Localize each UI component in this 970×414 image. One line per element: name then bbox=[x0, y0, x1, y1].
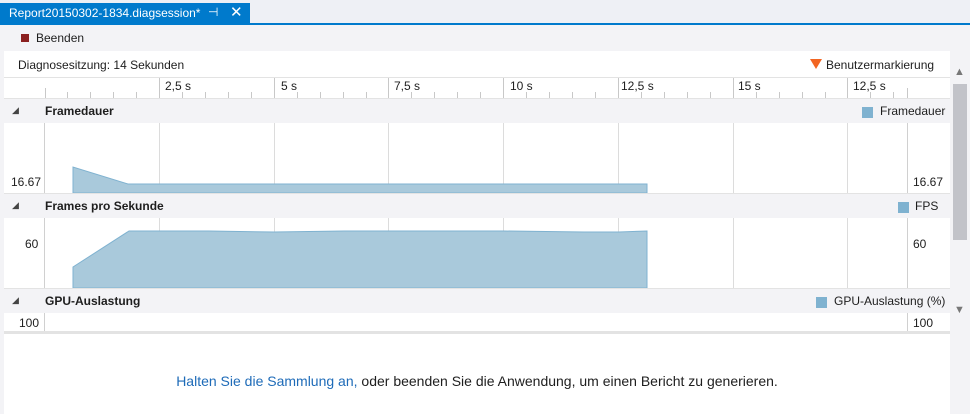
ruler-tick bbox=[411, 92, 412, 98]
axis-label-left: 60 bbox=[25, 237, 39, 251]
ruler-tick bbox=[549, 92, 550, 98]
ruler-label: 7,5 s bbox=[394, 79, 421, 93]
fps-area bbox=[72, 230, 648, 288]
ruler-label: 12,5 s bbox=[621, 79, 654, 93]
collapse-arrow-icon[interactable]: ◢ bbox=[12, 295, 19, 305]
legend-label: Framedauer bbox=[880, 104, 946, 118]
ruler-label: 12,5 s bbox=[853, 79, 886, 93]
ruler-tick bbox=[67, 92, 68, 98]
toolbar: Beenden bbox=[4, 25, 970, 51]
legend-swatch bbox=[862, 107, 873, 118]
ruler-tick bbox=[434, 92, 435, 98]
ruler-tick-major bbox=[274, 78, 275, 98]
ruler-tick bbox=[710, 92, 711, 98]
axis-label-left: 16.67 bbox=[11, 175, 42, 189]
divider bbox=[4, 331, 950, 334]
ruler-tick-major bbox=[618, 78, 619, 98]
ruler-label: 10 s bbox=[510, 79, 533, 93]
pin-icon[interactable]: ⊣ bbox=[208, 5, 219, 19]
legend-label: FPS bbox=[915, 199, 939, 213]
ruler-tick bbox=[297, 92, 298, 98]
scroll-thumb[interactable] bbox=[953, 84, 967, 240]
stop-collection-link[interactable]: Halten Sie die Sammlung an, bbox=[176, 373, 358, 389]
ruler-tick bbox=[572, 92, 573, 98]
ruler-tick-major bbox=[388, 78, 389, 98]
ruler-tick-major bbox=[847, 78, 848, 98]
legend-swatch bbox=[898, 202, 909, 213]
section-title: Frames pro Sekunde bbox=[45, 199, 164, 213]
stop-icon bbox=[21, 34, 29, 42]
ruler-tick bbox=[870, 92, 871, 98]
section-title: GPU-Auslastung bbox=[45, 294, 141, 308]
framedauer-area bbox=[72, 166, 648, 193]
report-message: Halten Sie die Sammlung an, oder beenden… bbox=[4, 373, 950, 389]
ruler-tick bbox=[526, 92, 527, 98]
section-header-framedauer[interactable]: ◢ Framedauer Framedauer bbox=[4, 98, 950, 123]
gridlines bbox=[159, 123, 848, 193]
collapse-arrow-icon[interactable]: ◢ bbox=[12, 105, 19, 115]
ruler-tick bbox=[480, 92, 481, 98]
ruler-tick bbox=[90, 92, 91, 98]
ruler-label: 15 s bbox=[738, 79, 761, 93]
ruler-label: 5 s bbox=[281, 79, 298, 93]
ruler-tick bbox=[825, 92, 826, 98]
ruler-tick bbox=[893, 92, 894, 98]
user-marker-icon bbox=[810, 59, 822, 69]
gpu-chart bbox=[44, 313, 908, 331]
ruler-tick bbox=[595, 92, 596, 98]
ruler-tick bbox=[779, 92, 780, 98]
session-duration-label: Diagnosesitzung: 14 Sekunden bbox=[18, 58, 185, 72]
stop-button[interactable]: Beenden bbox=[4, 25, 94, 51]
axis-label-right: 16.67 bbox=[913, 175, 944, 189]
axis-label-right: 60 bbox=[913, 237, 927, 251]
ruler-tick bbox=[228, 92, 229, 98]
ruler-tick bbox=[457, 92, 458, 98]
close-icon[interactable]: ✕ bbox=[230, 4, 243, 21]
ruler-tick-major bbox=[733, 78, 734, 98]
time-ruler[interactable]: 2,5 s 5 s 7,5 s 10 s 12,5 s 15 s 12,5 s bbox=[4, 77, 950, 99]
fps-chart bbox=[44, 218, 908, 288]
scroll-down-icon[interactable]: ▼ bbox=[954, 304, 965, 316]
ruler-tick bbox=[907, 88, 908, 98]
message-text: oder beenden Sie die Anwendung, um einen… bbox=[357, 373, 778, 389]
ruler-tick bbox=[343, 92, 344, 98]
ruler-label: 2,5 s bbox=[165, 79, 192, 93]
ruler-tick bbox=[756, 92, 757, 98]
collapse-arrow-icon[interactable]: ◢ bbox=[12, 200, 19, 210]
ruler-tick bbox=[802, 92, 803, 98]
ruler-tick bbox=[366, 92, 367, 98]
stop-label: Beenden bbox=[36, 31, 85, 45]
scroll-up-icon[interactable]: ▲ bbox=[954, 66, 965, 78]
ruler-tick bbox=[251, 92, 252, 98]
section-header-gpu[interactable]: ◢ GPU-Auslastung GPU-Auslastung (%) bbox=[4, 288, 950, 313]
ruler-tick bbox=[45, 88, 46, 98]
tab-title: Report20150302-1834.diagsession* bbox=[9, 6, 201, 20]
user-marker-label[interactable]: Benutzermarkierung bbox=[826, 58, 935, 72]
ruler-tick bbox=[205, 92, 206, 98]
ruler-tick bbox=[320, 92, 321, 98]
legend-label: GPU-Auslastung (%) bbox=[834, 294, 946, 308]
ruler-tick bbox=[664, 92, 665, 98]
axis-label-right: 100 bbox=[913, 316, 934, 330]
legend-swatch bbox=[816, 297, 827, 308]
axis-label-left: 100 bbox=[19, 316, 40, 330]
ruler-tick bbox=[136, 92, 137, 98]
section-title: Framedauer bbox=[45, 104, 114, 118]
framedauer-chart bbox=[44, 123, 908, 193]
ruler-tick bbox=[687, 92, 688, 98]
session-row: Diagnosesitzung: 14 Sekunden Benutzermar… bbox=[4, 53, 950, 77]
ruler-tick-major bbox=[159, 78, 160, 98]
section-header-fps[interactable]: ◢ Frames pro Sekunde FPS bbox=[4, 193, 950, 218]
tab-strip-accent-line bbox=[0, 23, 970, 25]
ruler-tick bbox=[113, 92, 114, 98]
ruler-tick bbox=[182, 92, 183, 98]
ruler-tick-major bbox=[503, 78, 504, 98]
tab-diagsession[interactable]: Report20150302-1834.diagsession* ⊣ ✕ bbox=[0, 3, 250, 23]
ruler-tick bbox=[641, 92, 642, 98]
